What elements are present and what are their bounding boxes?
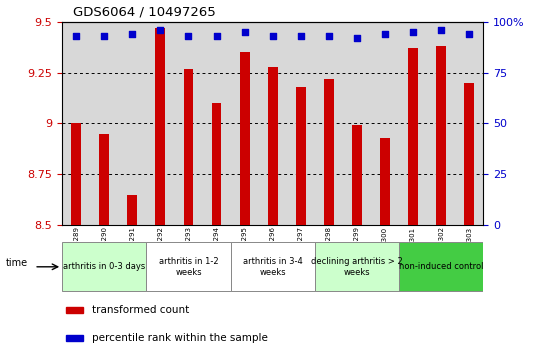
Bar (315, 242, 399, 291)
Point (100, 33, 109, 39)
Bar (174, 22, 202, 225)
Point (296, 33, 305, 39)
Point (381, 31, 389, 37)
Text: transformed count: transformed count (92, 305, 189, 315)
Bar (184, 69, 193, 225)
Bar (464, 83, 474, 225)
Bar (146, 242, 231, 291)
Bar (399, 22, 427, 225)
Bar (371, 22, 399, 225)
Point (325, 33, 333, 39)
Bar (296, 87, 306, 225)
Point (212, 33, 221, 39)
Text: percentile rank within the sample: percentile rank within the sample (92, 333, 267, 343)
Bar (118, 22, 146, 225)
Bar (324, 79, 334, 225)
Bar (455, 22, 483, 225)
Bar (287, 22, 315, 225)
Text: declining arthritis > 2
weeks: declining arthritis > 2 weeks (311, 257, 403, 277)
Point (72, 33, 80, 39)
Point (240, 29, 249, 35)
Point (353, 35, 361, 41)
Text: GDS6064 / 10497265: GDS6064 / 10497265 (73, 5, 215, 18)
Bar (71, 123, 81, 225)
Bar (231, 242, 315, 291)
Bar (399, 242, 483, 291)
Bar (315, 22, 343, 225)
Bar (427, 22, 455, 225)
Bar (62, 242, 146, 291)
Bar (146, 22, 174, 225)
Text: non-induced control: non-induced control (399, 262, 483, 271)
Bar (436, 46, 446, 225)
Bar (352, 126, 362, 225)
Point (128, 31, 137, 37)
Bar (156, 28, 165, 225)
Point (268, 33, 277, 39)
Bar (268, 66, 278, 225)
Bar (212, 103, 221, 225)
Bar (66, 307, 83, 313)
Point (409, 29, 417, 35)
Bar (99, 134, 109, 225)
Bar (202, 22, 231, 225)
Text: time: time (5, 258, 28, 268)
Bar (127, 195, 137, 225)
Point (184, 33, 193, 39)
Bar (240, 52, 249, 225)
Bar (231, 22, 259, 225)
Text: arthritis in 0-3 days: arthritis in 0-3 days (63, 262, 145, 271)
Text: arthritis in 3-4
weeks: arthritis in 3-4 weeks (243, 257, 302, 277)
Point (437, 27, 445, 33)
Bar (408, 48, 418, 225)
Bar (62, 22, 90, 225)
Bar (259, 22, 287, 225)
Point (156, 27, 165, 33)
Bar (66, 335, 83, 341)
Bar (380, 138, 390, 225)
Bar (343, 22, 371, 225)
Bar (90, 22, 118, 225)
Text: arthritis in 1-2
weeks: arthritis in 1-2 weeks (159, 257, 218, 277)
Point (465, 31, 474, 37)
